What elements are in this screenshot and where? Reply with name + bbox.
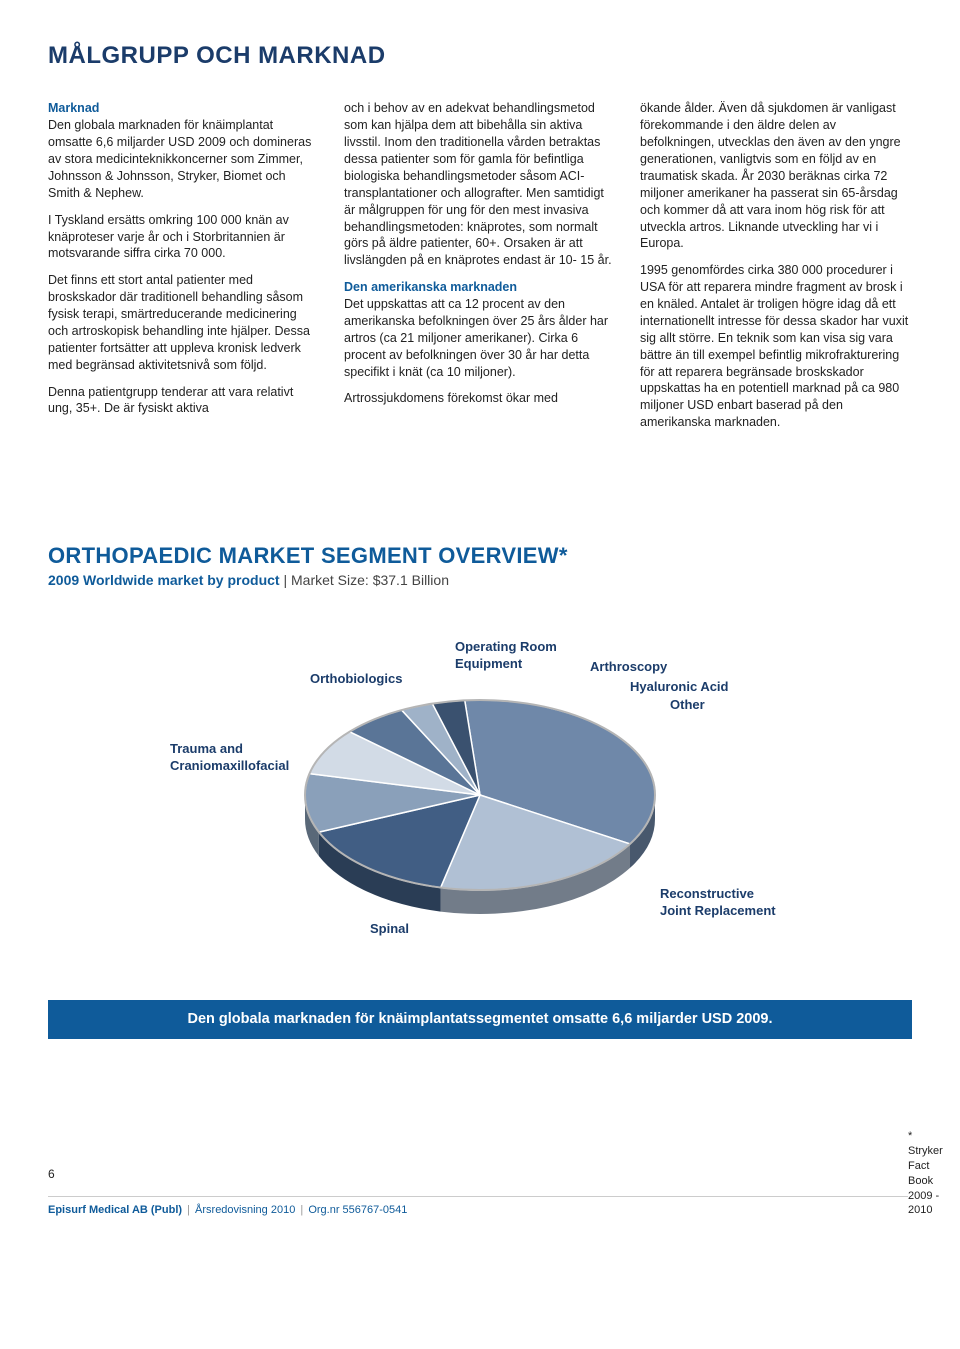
col3-p2: 1995 genomfördes cirka 380 000 procedure… — [640, 262, 912, 431]
footer-company: Episurf Medical AB (Publ) — [48, 1204, 182, 1216]
label-hyaluronic: Hyaluronic Acid — [630, 678, 728, 696]
col1-p3: Det finns ett stort antal patienter med … — [48, 272, 320, 373]
footer-orgnr: Org.nr 556767-0541 — [308, 1204, 407, 1216]
col2-p2: Det uppskattas att ca 12 procent av den … — [344, 297, 608, 379]
lead-marknad: Marknad — [48, 100, 320, 117]
page-footer: 6 Episurf Medical AB (Publ) | Årsredovis… — [48, 1129, 912, 1218]
col2-p1: och i behov av en adekvat behandlingsmet… — [344, 100, 616, 269]
col3-p1: ökande ålder. Även då sjukdomen är vanli… — [640, 100, 912, 252]
overview-title: ORTHOPAEDIC MARKET SEGMENT OVERVIEW* — [48, 541, 912, 571]
label-other: Other — [670, 696, 705, 714]
column-1: MarknadDen globala marknaden för knäimpl… — [48, 100, 320, 441]
column-2: och i behov av en adekvat behandlingsmet… — [344, 100, 616, 441]
label-reconstructive: ReconstructiveJoint Replacement — [660, 885, 776, 920]
overview-sub-thin: | Market Size: $37.1 Billion — [280, 572, 449, 588]
footer-sep1: | — [185, 1204, 195, 1216]
label-orthobiologics: Orthobiologics — [310, 670, 402, 688]
column-3: ökande ålder. Även då sjukdomen är vanli… — [640, 100, 912, 441]
label-trauma: Trauma andCraniomaxillofacial — [170, 740, 289, 775]
page-title: MÅLGRUPP OCH MARKNAD — [48, 40, 912, 72]
overview-subtitle: 2009 Worldwide market by product | Marke… — [48, 571, 912, 590]
highlight-bar: Den globala marknaden för knäimplantatss… — [48, 1000, 912, 1040]
col1-p1: Den globala marknaden för knäimplantat o… — [48, 118, 311, 200]
footer-rule — [48, 1196, 908, 1197]
footer-report: Årsredovisning 2010 — [195, 1204, 295, 1216]
col2-p3: Artrossjukdomens förekomst ökar med — [344, 390, 616, 407]
body-columns: MarknadDen globala marknaden för knäimpl… — [48, 100, 912, 441]
overview-sub-bold: 2009 Worldwide market by product — [48, 572, 280, 588]
page-number: 6 — [48, 1166, 908, 1182]
footer-source: * Stryker Fact Book 2009 - 2010 — [908, 1129, 943, 1218]
label-arthroscopy: Arthroscopy — [590, 658, 667, 676]
lead-amerikanska: Den amerikanska marknaden — [344, 279, 616, 296]
label-operating-room: Operating Room Equipment Operating RoomE… — [455, 638, 557, 673]
footer-sep2: | — [298, 1204, 308, 1216]
section-overview: ORTHOPAEDIC MARKET SEGMENT OVERVIEW* 200… — [48, 541, 912, 1039]
label-spinal: Spinal — [370, 920, 409, 938]
col1-p4: Denna patientgrupp tenderar att vara rel… — [48, 384, 320, 418]
col1-p2: I Tyskland ersätts omkring 100 000 knän … — [48, 212, 320, 263]
pie-chart: Orthobiologics Operating Room Equipment … — [180, 630, 780, 970]
